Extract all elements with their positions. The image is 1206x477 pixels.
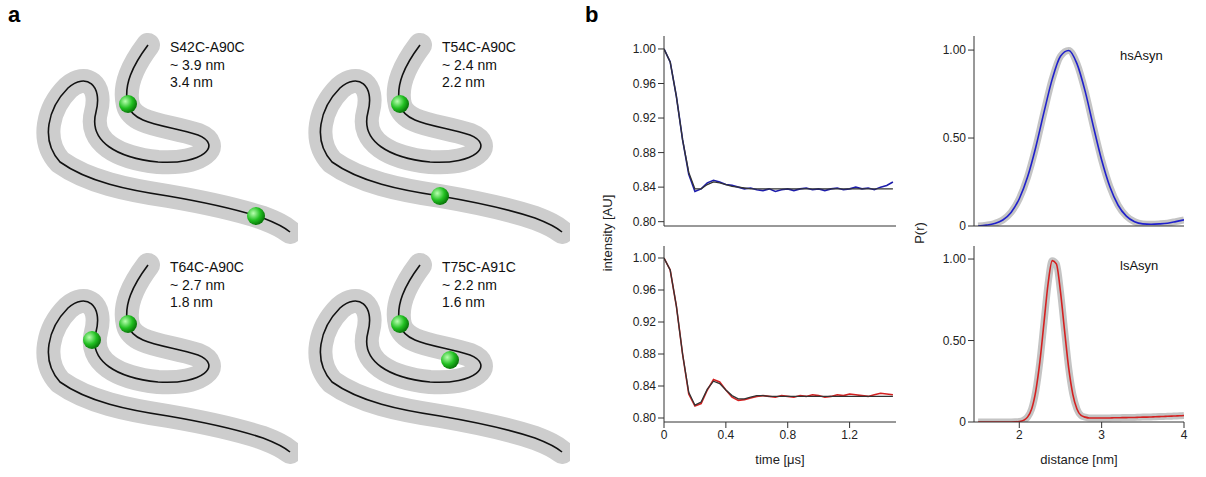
svg-text:0: 0 <box>959 415 966 429</box>
svg-text:0.96: 0.96 <box>633 77 657 91</box>
svg-text:2: 2 <box>1016 428 1023 442</box>
svg-text:3.4 nm: 3.4 nm <box>170 74 213 90</box>
svg-text:~ 2.2 nm: ~ 2.2 nm <box>442 277 497 293</box>
svg-text:intensity [AU]: intensity [AU] <box>600 195 615 272</box>
svg-text:0.84: 0.84 <box>633 180 657 194</box>
svg-text:T75C-A91C: T75C-A91C <box>442 259 516 275</box>
svg-text:0.80: 0.80 <box>633 411 657 425</box>
svg-text:0: 0 <box>959 219 966 233</box>
svg-text:0.8: 0.8 <box>779 428 796 442</box>
svg-text:0.88: 0.88 <box>633 347 657 361</box>
svg-text:1.00: 1.00 <box>633 251 657 265</box>
svg-text:P(r): P(r) <box>912 222 927 244</box>
svg-text:1.6 nm: 1.6 nm <box>442 294 485 310</box>
html-text:hsAsyn: hsAsyn <box>1120 48 1163 63</box>
svg-text:0.4: 0.4 <box>718 428 735 442</box>
svg-text:T64C-A90C: T64C-A90C <box>170 259 244 275</box>
svg-text:1.2: 1.2 <box>841 428 858 442</box>
svg-text:0.96: 0.96 <box>633 283 657 297</box>
svg-text:T54C-A90C: T54C-A90C <box>442 39 516 55</box>
svg-text:0.92: 0.92 <box>633 315 657 329</box>
svg-text:~ 2.4 nm: ~ 2.4 nm <box>442 57 497 73</box>
svg-text:distance [nm]: distance [nm] <box>1040 452 1117 467</box>
svg-text:1.00: 1.00 <box>943 252 967 266</box>
svg-text:~ 3.9 nm: ~ 3.9 nm <box>170 57 225 73</box>
html-text:b: b <box>585 2 599 27</box>
svg-text:S42C-A90C: S42C-A90C <box>170 39 245 55</box>
svg-text:4: 4 <box>1181 428 1188 442</box>
svg-text:2.2 nm: 2.2 nm <box>442 74 485 90</box>
svg-text:~ 2.7 nm: ~ 2.7 nm <box>170 277 225 293</box>
svg-text:0.50: 0.50 <box>943 131 967 145</box>
svg-text:0.80: 0.80 <box>633 215 657 229</box>
svg-text:0.84: 0.84 <box>633 379 657 393</box>
svg-text:0.92: 0.92 <box>633 111 657 125</box>
svg-text:3: 3 <box>1098 428 1105 442</box>
svg-text:0: 0 <box>661 428 668 442</box>
html-text:a: a <box>8 2 21 27</box>
svg-text:1.00: 1.00 <box>943 43 967 57</box>
html-text:lsAsyn: lsAsyn <box>1120 258 1159 273</box>
svg-text:1.8 nm: 1.8 nm <box>170 294 213 310</box>
svg-text:1.00: 1.00 <box>633 42 657 56</box>
svg-text:0.50: 0.50 <box>943 334 967 348</box>
svg-text:0.88: 0.88 <box>633 146 657 160</box>
svg-text:time [μs]: time [μs] <box>755 452 804 467</box>
